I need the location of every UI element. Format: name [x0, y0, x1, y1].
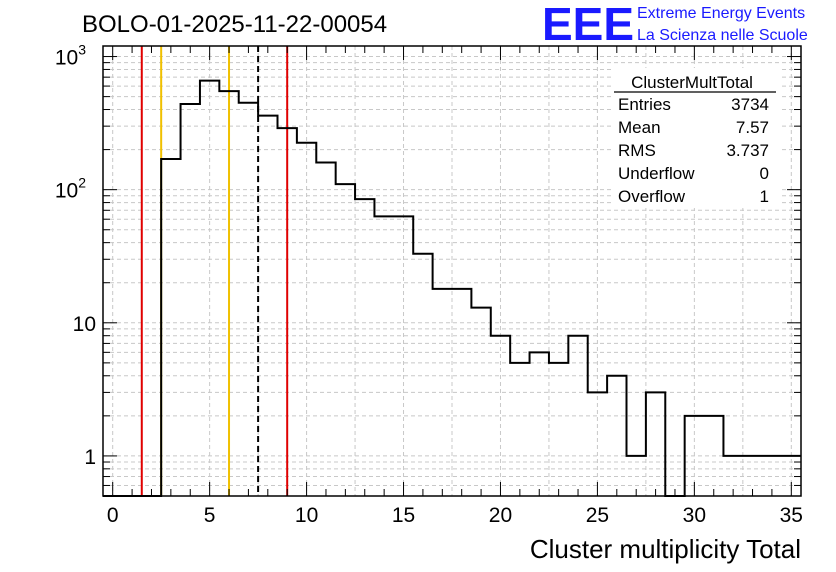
- histogram-bin: [181, 104, 200, 496]
- histogram-bin: [530, 352, 549, 496]
- histogram-bin: [374, 216, 393, 496]
- x-tick-label: 25: [586, 504, 609, 527]
- x-tick-label: 30: [683, 504, 706, 527]
- histogram-bin: [316, 162, 335, 496]
- plot-frame: [102, 45, 802, 497]
- x-tick-label: 20: [489, 504, 512, 527]
- y-tick-label: 1: [84, 446, 96, 469]
- logo-mark: EEE: [542, 0, 634, 50]
- stats-box-bg: [612, 68, 782, 208]
- histogram-bin: [510, 363, 529, 496]
- histogram-bin: [607, 376, 626, 496]
- histogram-bin: [568, 336, 587, 496]
- x-axis-title: Cluster multiplicity Total: [530, 534, 801, 564]
- eee-logo: EEE Extreme Energy Events La Scienza nel…: [542, 0, 808, 50]
- x-axis: 0 5 10 15 20 25 30 35: [107, 46, 803, 527]
- logo-line-2: La Scienza nelle Scuole: [637, 27, 808, 44]
- y-tick-label: 10: [73, 313, 96, 336]
- histogram-bin: [549, 363, 568, 496]
- stats-row-value: 3.737: [726, 141, 769, 160]
- stats-rows: Entries 3734 Mean 7.57 RMS 3.737 Underflow 0 Ove…: [618, 95, 769, 206]
- stats-row-label: Overflow: [618, 187, 686, 206]
- histogram-bin: [161, 159, 180, 496]
- stats-row-label: Underflow: [618, 164, 695, 183]
- stats-row-value: 0: [760, 164, 769, 183]
- y-tick-label: 103: [55, 42, 86, 70]
- histogram-bin: [646, 392, 665, 496]
- stats-row-label: Entries: [618, 95, 671, 114]
- x-tick-label: 15: [392, 504, 415, 527]
- stats-row-value: 7.57: [736, 118, 769, 137]
- x-tick-label: 10: [295, 504, 318, 527]
- histogram-bin: [413, 254, 432, 496]
- histogram-bin: [336, 184, 355, 496]
- histogram-bin: [258, 116, 277, 496]
- x-tick-label: 0: [107, 504, 119, 527]
- logo-line-1: Extreme Energy Events: [637, 5, 805, 22]
- stats-box: ClusterMultTotal Entries 3734 Mean 7.57 RMS 3…: [612, 68, 782, 208]
- histogram-bin: [239, 103, 258, 496]
- y-tick-label: 102: [55, 175, 86, 203]
- x-tick-label: 35: [780, 504, 803, 527]
- histogram-bin: [355, 199, 374, 496]
- histogram-bins: [103, 79, 801, 497]
- stats-row-value: 3734: [731, 95, 769, 114]
- stats-row-label: RMS: [618, 141, 656, 160]
- stats-row-label: Mean: [618, 118, 661, 137]
- x-tick-label: 5: [204, 504, 216, 527]
- histogram-outline: [103, 79, 801, 497]
- chart-title: BOLO-01-2025-11-22-00054: [82, 11, 387, 38]
- histogram-bin: [491, 336, 510, 496]
- stats-row-value: 1: [760, 187, 769, 206]
- marker-lines: [140, 46, 289, 496]
- stats-name: ClusterMultTotal: [631, 73, 753, 92]
